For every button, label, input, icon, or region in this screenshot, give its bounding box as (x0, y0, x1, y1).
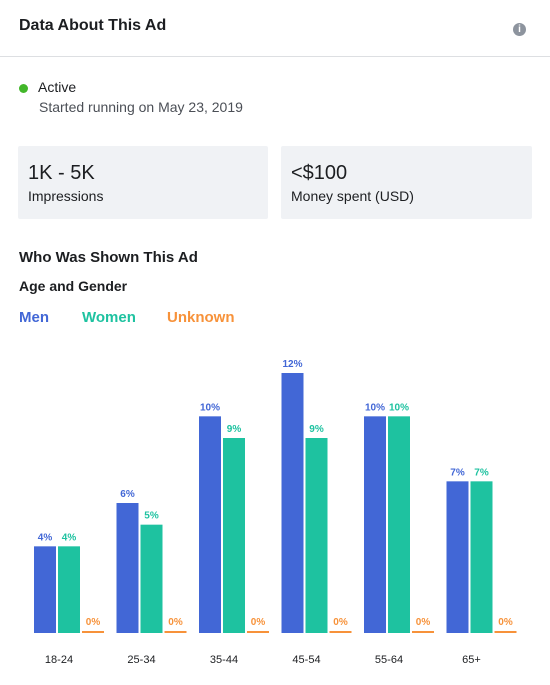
bar-unknown-18-24 (82, 631, 104, 633)
status-label: Active (38, 79, 77, 95)
impressions-value: 1K - 5K (28, 162, 95, 184)
bar-unknown-55-64 (412, 631, 434, 633)
bar-women-65+ (470, 481, 493, 633)
bar-women-35-44 (223, 438, 245, 633)
data-label-men-18-24: 4% (38, 532, 53, 543)
data-label-women-18-24: 4% (62, 532, 77, 543)
impressions-card: 1K - 5K Impressions (18, 146, 268, 219)
audience-section-title: Who Was Shown This Ad (19, 249, 198, 266)
data-label-unknown-25-34: 0% (168, 617, 183, 628)
bar-women-45-54 (305, 438, 328, 633)
bar-men-35-44 (199, 416, 221, 633)
data-label-women-45-54: 9% (309, 424, 324, 435)
bar-unknown-25-34 (164, 631, 187, 633)
panel-title: Data About This Ad (19, 17, 167, 34)
data-label-men-45-54: 12% (282, 359, 302, 370)
spend-label: Money spent (USD) (291, 188, 414, 204)
info-icon[interactable]: i (513, 23, 526, 36)
start-date-text: Started running on May 23, 2019 (39, 99, 243, 115)
bar-men-25-34 (116, 503, 139, 633)
bar-unknown-65+ (494, 631, 517, 633)
bar-men-65+ (446, 481, 469, 633)
x-tick-label-18-24: 18-24 (45, 654, 73, 666)
data-label-women-25-34: 5% (144, 511, 159, 522)
age-gender-subtitle: Age and Gender (19, 278, 128, 294)
data-label-women-35-44: 9% (227, 424, 242, 435)
data-label-unknown-35-44: 0% (251, 617, 266, 628)
x-tick-label-25-34: 25-34 (127, 654, 155, 666)
data-label-men-55-64: 10% (365, 402, 385, 413)
x-tick-label-65+: 65+ (462, 654, 481, 666)
age-gender-bar-chart: 4% 4% 0% 18-24 6% 5% 0% 25-34 10% 9% 0% 35-44 12% 9% 0… (34, 359, 517, 666)
legend-unknown: Unknown (167, 309, 235, 326)
legend-women: Women (82, 309, 136, 326)
data-label-women-55-64: 10% (389, 402, 409, 413)
bar-women-18-24 (58, 546, 80, 633)
x-tick-label-55-64: 55-64 (375, 654, 403, 666)
x-tick-label-45-54: 45-54 (292, 654, 320, 666)
impressions-label: Impressions (28, 188, 104, 204)
bar-men-45-54 (281, 373, 304, 633)
bar-women-55-64 (388, 416, 410, 633)
bar-women-25-34 (140, 524, 163, 633)
panel-header: Data About This Ad i (0, 0, 550, 57)
data-label-women-65+: 7% (474, 467, 489, 478)
legend-men: Men (19, 309, 49, 326)
bar-men-55-64 (364, 416, 386, 633)
bar-men-18-24 (34, 546, 56, 633)
data-label-men-65+: 7% (450, 467, 465, 478)
status-dot-icon (19, 84, 28, 93)
x-tick-label-35-44: 35-44 (210, 654, 238, 666)
bar-unknown-35-44 (247, 631, 269, 633)
data-label-unknown-65+: 0% (498, 617, 513, 628)
data-label-unknown-18-24: 0% (86, 617, 101, 628)
data-label-men-35-44: 10% (200, 402, 220, 413)
spend-card: <$100 Money spent (USD) (281, 146, 532, 219)
data-label-men-25-34: 6% (120, 489, 135, 500)
spend-value: <$100 (291, 162, 348, 184)
data-label-unknown-45-54: 0% (333, 617, 348, 628)
data-label-unknown-55-64: 0% (416, 617, 431, 628)
bar-unknown-45-54 (329, 631, 352, 633)
